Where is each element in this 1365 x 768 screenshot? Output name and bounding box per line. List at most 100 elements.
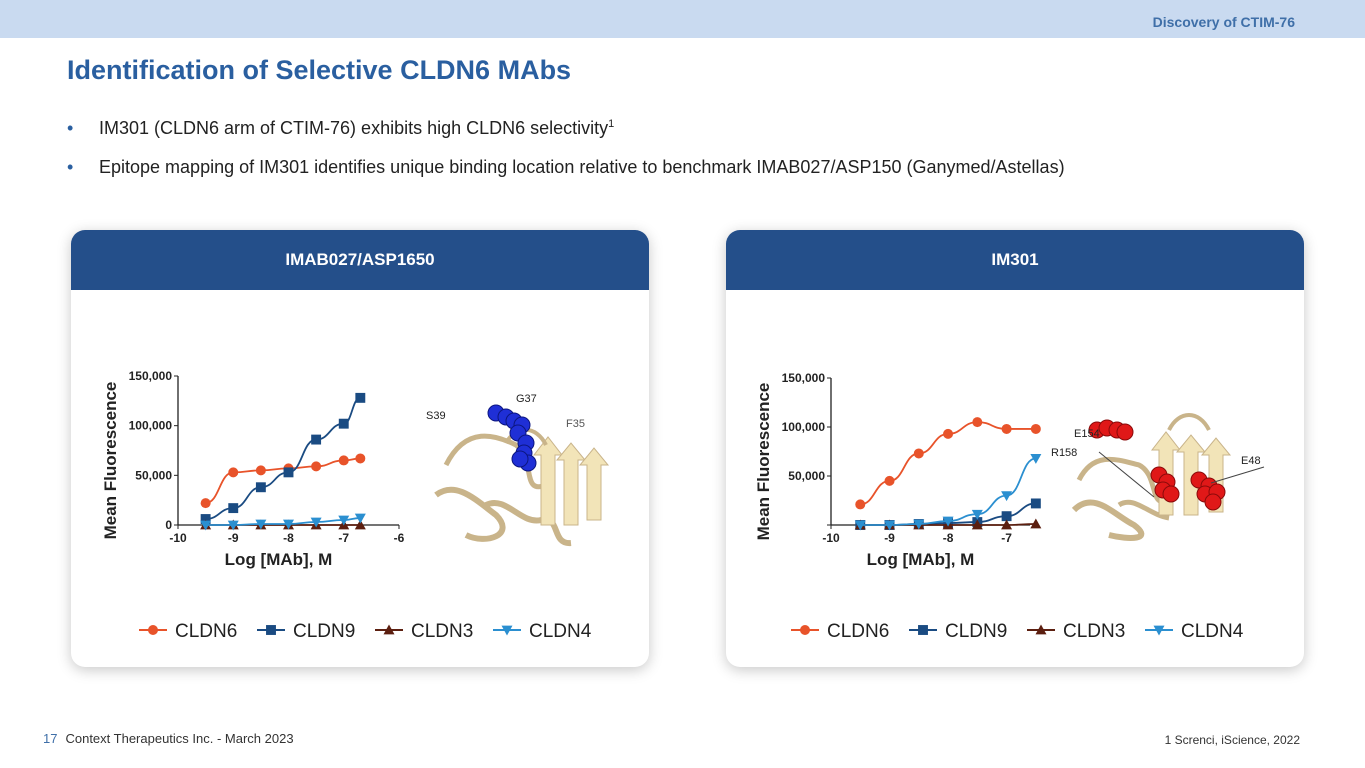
- data-point-cldn3: [1030, 518, 1042, 529]
- data-point-cldn9: [311, 434, 322, 445]
- x-tick-label: -7: [1001, 531, 1012, 545]
- data-point-cldn9: [283, 467, 294, 478]
- bullet-item: • IM301 (CLDN6 arm of CTIM-76) exhibits …: [67, 118, 1065, 140]
- footer-citation: 1 Screnci, iScience, 2022: [1164, 733, 1300, 747]
- data-point-cldn9: [355, 392, 366, 403]
- bullet-text: IM301 (CLDN6 arm of CTIM-76) exhibits hi…: [99, 118, 609, 138]
- y-axis-label: Mean Fluorescence: [754, 383, 773, 541]
- data-point-cldn3: [971, 519, 983, 530]
- legend-label: CLDN3: [1063, 621, 1125, 642]
- data-point-cldn9: [228, 503, 239, 514]
- page-number: 17: [43, 731, 58, 746]
- binding-chart: 0 50,000 100,000 150,000 -10 -9 -8 -7 -6 Log [MAb…: [101, 369, 592, 642]
- footer-company: Context Therapeutics Inc. - March 2023: [65, 731, 294, 746]
- epitope-sphere: [1204, 493, 1222, 511]
- data-point-cldn9: [338, 418, 349, 429]
- legend-marker: [148, 625, 158, 635]
- data-point-cldn4: [942, 516, 954, 527]
- data-point-cldn6: [355, 453, 366, 464]
- data-point-cldn4: [227, 520, 239, 531]
- panel-title: IM301: [726, 230, 1304, 290]
- slide-title: Identification of Selective CLDN6 MAbs: [67, 55, 572, 85]
- legend-label: CLDN9: [293, 621, 355, 642]
- data-point-cldn4: [200, 520, 212, 531]
- y-tick-label: 100,000: [129, 419, 173, 433]
- series-line-cldn6: [205, 457, 361, 505]
- data-point-cldn6: [855, 499, 866, 510]
- legend-label: CLDN9: [945, 621, 1007, 642]
- x-tick-label: -8: [283, 531, 294, 545]
- residue-label-f35: F35: [566, 418, 585, 430]
- residue-label-e48: E48: [1241, 455, 1261, 467]
- epitope-residues-blue: [487, 404, 537, 472]
- data-point-cldn4: [1001, 491, 1013, 502]
- y-tick-label: 100,000: [782, 420, 826, 434]
- panel-figure: 0 50,000 100,000 150,000 -10 -9 -8 -7 -6 Log [MAb…: [101, 369, 621, 642]
- bullet-text: Epitope mapping of IM301 identifies uniq…: [99, 157, 1065, 177]
- x-tick-label: -7: [338, 531, 349, 545]
- legend-marker: [800, 625, 810, 635]
- data-point-cldn6: [200, 498, 211, 509]
- series-line-cldn9: [205, 396, 361, 520]
- x-tick-label: -10: [822, 531, 840, 545]
- x-tick-label: -10: [169, 531, 187, 545]
- panel-title: IMAB027/ASP1650: [71, 230, 649, 290]
- footer-left: 17 Context Therapeutics Inc. - March 2023: [43, 731, 294, 746]
- bullet-list: • IM301 (CLDN6 arm of CTIM-76) exhibits …: [67, 118, 1065, 196]
- x-tick-label: -9: [884, 531, 895, 545]
- binding-chart: 50,000 100,000 150,000 -10 -9 -8 -7 Log [MAb], …: [754, 371, 1244, 642]
- legend-marker: [266, 625, 276, 635]
- x-tick-label: -6: [394, 531, 405, 545]
- residue-label-r158: R158: [1051, 447, 1077, 459]
- footnote-marker: 1: [608, 118, 615, 130]
- section-label: Discovery of CTIM-76: [1152, 14, 1295, 30]
- data-point-cldn3: [354, 519, 366, 530]
- data-point-cldn4: [283, 519, 294, 530]
- data-point-cldn6: [972, 417, 983, 428]
- data-point-cldn4: [884, 520, 896, 531]
- epitope-sphere: [1116, 423, 1134, 441]
- legend-marker: [1035, 624, 1047, 635]
- x-axis-label: Log [MAb], M: [867, 550, 975, 569]
- data-point-cldn6: [1001, 423, 1012, 434]
- data-point-cldn9: [1030, 498, 1041, 509]
- protein-structure-icon: E154 R158 E48: [1051, 390, 1269, 541]
- legend-marker: [383, 624, 395, 635]
- bullet-item: • Epitope mapping of IM301 identifies un…: [67, 157, 1065, 179]
- data-point-cldn4: [1030, 453, 1042, 464]
- data-point-cldn4: [854, 520, 866, 531]
- data-point-cldn9: [255, 482, 266, 493]
- x-tick-label: -8: [943, 531, 954, 545]
- bullet-dot: •: [67, 157, 74, 177]
- data-point-cldn4: [255, 519, 267, 530]
- panel-im301: IM301 50,000 100,000 150,000 -10 -9 -8 -7 Log […: [726, 230, 1304, 667]
- data-point-cldn9: [1001, 511, 1012, 522]
- bullet-dot: •: [67, 118, 74, 138]
- y-tick-label: 150,000: [782, 371, 826, 385]
- legend-label: CLDN4: [1181, 621, 1244, 642]
- data-point-cldn6: [1030, 423, 1041, 434]
- y-tick-label: 50,000: [135, 468, 172, 482]
- protein-structure-icon: S39 G37 F35: [426, 385, 621, 546]
- data-point-cldn3: [1001, 519, 1013, 530]
- x-axis-label: Log [MAb], M: [225, 550, 333, 569]
- data-point-cldn4: [338, 515, 350, 526]
- data-point-cldn6: [338, 455, 349, 466]
- residue-label-g37: G37: [516, 393, 537, 405]
- legend-marker: [918, 625, 928, 635]
- top-band: [0, 0, 1365, 38]
- data-point-cldn4: [354, 513, 366, 524]
- data-point-cldn9: [200, 514, 211, 524]
- panel-imab027: IMAB027/ASP1650 0 50,000 100,000 150,000 -10…: [71, 230, 649, 667]
- data-point-cldn4: [913, 519, 925, 530]
- data-point-cldn6: [913, 448, 924, 459]
- epitope-sphere: [511, 450, 529, 468]
- legend-label: CLDN4: [529, 621, 592, 642]
- panel-figure: 50,000 100,000 150,000 -10 -9 -8 -7 Log [MAb], …: [754, 371, 1269, 642]
- y-tick-label: 150,000: [129, 369, 173, 383]
- data-point-cldn4: [971, 509, 983, 520]
- data-point-cldn6: [943, 428, 954, 439]
- legend-marker: [501, 625, 513, 636]
- x-tick-label: -9: [228, 531, 239, 545]
- legend-label: CLDN6: [827, 621, 889, 642]
